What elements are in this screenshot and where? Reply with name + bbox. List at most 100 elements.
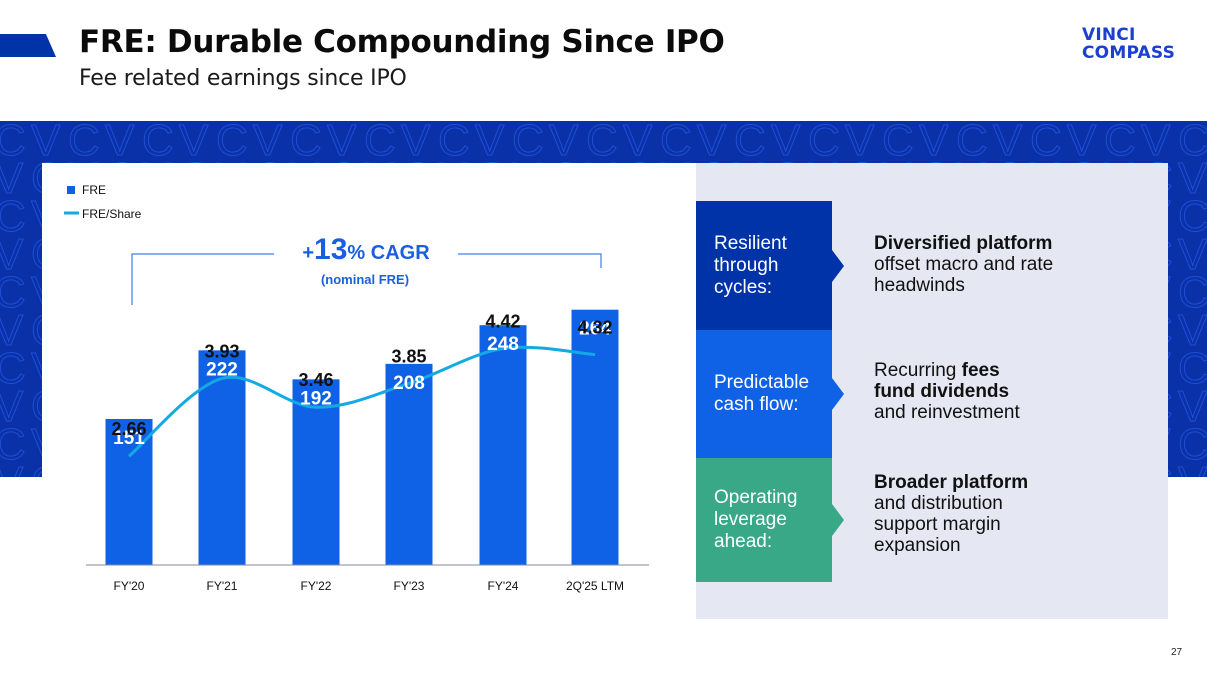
- cagr-plus: +: [302, 242, 314, 264]
- pillar-operating-leverage-label: Operating leverage ahead:: [714, 487, 797, 553]
- title-accent-bar: [0, 34, 56, 57]
- x-tick-label: FY'20: [114, 579, 145, 593]
- pattern-glyph: C: [1178, 344, 1207, 393]
- company-logo: VINCI COMPASS: [1082, 26, 1175, 62]
- pattern-glyph: V: [0, 382, 24, 431]
- pattern-glyph: V: [1178, 230, 1207, 279]
- pillar-predictable-description: Recurring fees fund dividends and reinve…: [874, 360, 1020, 423]
- pattern-glyph: C: [1178, 268, 1207, 317]
- cagr-headline: +13% CAGR: [302, 233, 430, 266]
- legend-fre-marker: [67, 186, 75, 194]
- cagr-bracket-left: [131, 253, 274, 305]
- desc-line: expansion: [874, 535, 961, 556]
- desc-bold: Diversified platform: [874, 233, 1053, 254]
- cagr-bracket-right: [458, 253, 602, 268]
- pattern-glyph: V: [1067, 121, 1097, 165]
- pattern-glyph: C: [956, 121, 988, 165]
- pattern-glyph: V: [919, 121, 949, 165]
- pattern-glyph: C: [0, 420, 26, 469]
- pattern-glyph: C: [660, 121, 692, 165]
- pillar-label-line: through: [714, 254, 779, 276]
- logo-line-2: COMPASS: [1082, 43, 1176, 63]
- pattern-glyph: V: [401, 121, 431, 165]
- pillar-operating-leverage-description: Broader platform and distribution suppor…: [874, 472, 1028, 556]
- desc-line: offset macro and rate: [874, 254, 1054, 275]
- pattern-glyph: C: [364, 121, 396, 165]
- pattern-glyph: C: [0, 268, 26, 317]
- pattern-glyph: V: [549, 121, 579, 165]
- pattern-glyph: C: [1030, 121, 1062, 165]
- pattern-glyph: V: [623, 121, 653, 165]
- pillar-resilient-description: Diversified platform offset macro and ra…: [874, 233, 1053, 296]
- fre-bar-label: 151: [113, 428, 145, 449]
- x-tick-label: FY'23: [394, 579, 425, 593]
- fre-share-label: 3.93: [204, 341, 239, 361]
- pattern-glyph: V: [1178, 154, 1207, 203]
- x-tick-label: 2Q'25 LTM: [566, 579, 624, 593]
- page-title: FRE: Durable Compounding Since IPO: [79, 24, 725, 60]
- pattern-glyph: C: [0, 121, 26, 165]
- pillar-label-line: cash flow:: [714, 394, 799, 415]
- page-subtitle: Fee related earnings since IPO: [79, 66, 407, 91]
- chevron-right-icon: [832, 378, 844, 410]
- pattern-glyph: C: [0, 192, 26, 241]
- pattern-glyph: C: [882, 121, 914, 165]
- desc-bold: fees: [961, 360, 1000, 381]
- pattern-glyph: C: [808, 121, 840, 165]
- fre-share-line: [128, 345, 596, 458]
- fre-bar-label: 264: [579, 319, 611, 340]
- pillar-label-line: ahead:: [714, 531, 773, 552]
- pattern-glyph: V: [179, 121, 209, 165]
- logo-line-1: VINCI: [1082, 25, 1136, 45]
- pillar-label-line: leverage: [714, 509, 787, 530]
- pattern-glyph: V: [1178, 382, 1207, 431]
- pattern-glyph: V: [253, 121, 283, 165]
- cagr-note: (nominal FRE): [321, 272, 409, 287]
- fre-bar-label: 248: [487, 334, 519, 355]
- pattern-glyph: C: [512, 121, 544, 165]
- pillar-predictable: Predictable cash flow:: [696, 330, 844, 458]
- fre-share-label: 4.42: [485, 311, 520, 331]
- pattern-glyph: V: [1141, 121, 1171, 165]
- pattern-glyph: V: [771, 121, 801, 165]
- pattern-glyph: V: [0, 230, 24, 279]
- pattern-glyph: C: [586, 121, 618, 165]
- pattern-glyph: V: [1178, 306, 1207, 355]
- desc-line: and distribution: [874, 493, 1003, 514]
- x-tick-label: FY'22: [301, 579, 332, 593]
- fre-bar-label: 192: [300, 388, 332, 409]
- desc-line: and reinvestment: [874, 402, 1020, 423]
- pattern-glyph: V: [697, 121, 727, 165]
- pattern-glyph: C: [734, 121, 766, 165]
- fre-bar: [571, 309, 619, 565]
- pattern-glyph: C: [68, 121, 100, 165]
- pattern-glyph: C: [1178, 192, 1207, 241]
- fre-bar: [479, 325, 527, 565]
- fre-share-label: 3.85: [391, 346, 426, 366]
- chevron-right-icon: [832, 249, 844, 282]
- desc-line: headwinds: [874, 275, 965, 296]
- pattern-glyph: V: [0, 154, 24, 203]
- fre-bar: [385, 363, 433, 565]
- pillar-resilient: Resilient through cycles:: [696, 201, 844, 330]
- pattern-glyph: C: [0, 344, 26, 393]
- pattern-glyph: V: [31, 121, 61, 165]
- pattern-glyph: C: [1178, 420, 1207, 469]
- chart-legend: FRE FRE/Share: [64, 183, 142, 221]
- page-number: 27: [1171, 647, 1183, 658]
- x-tick-label: FY'21: [207, 579, 238, 593]
- pattern-glyph: V: [993, 121, 1023, 165]
- pillar-label-line: Operating: [714, 487, 798, 508]
- pattern-glyph: C: [290, 121, 322, 165]
- pillar-label-line: cycles:: [714, 276, 773, 298]
- pillar-operating-leverage: Operating leverage ahead:: [696, 458, 844, 582]
- fre-share-label: 3.46: [298, 370, 333, 390]
- pillar-label-line: Predictable: [714, 372, 810, 393]
- chevron-right-icon: [832, 504, 844, 536]
- pattern-glyph: C: [216, 121, 248, 165]
- fre-share-label: 4.32: [577, 318, 612, 338]
- fre-bar: [198, 350, 246, 565]
- cagr-annotation: +13% CAGR (nominal FRE): [131, 233, 602, 305]
- pattern-glyph: C: [142, 121, 174, 165]
- desc-bold: fund dividends: [874, 381, 1010, 402]
